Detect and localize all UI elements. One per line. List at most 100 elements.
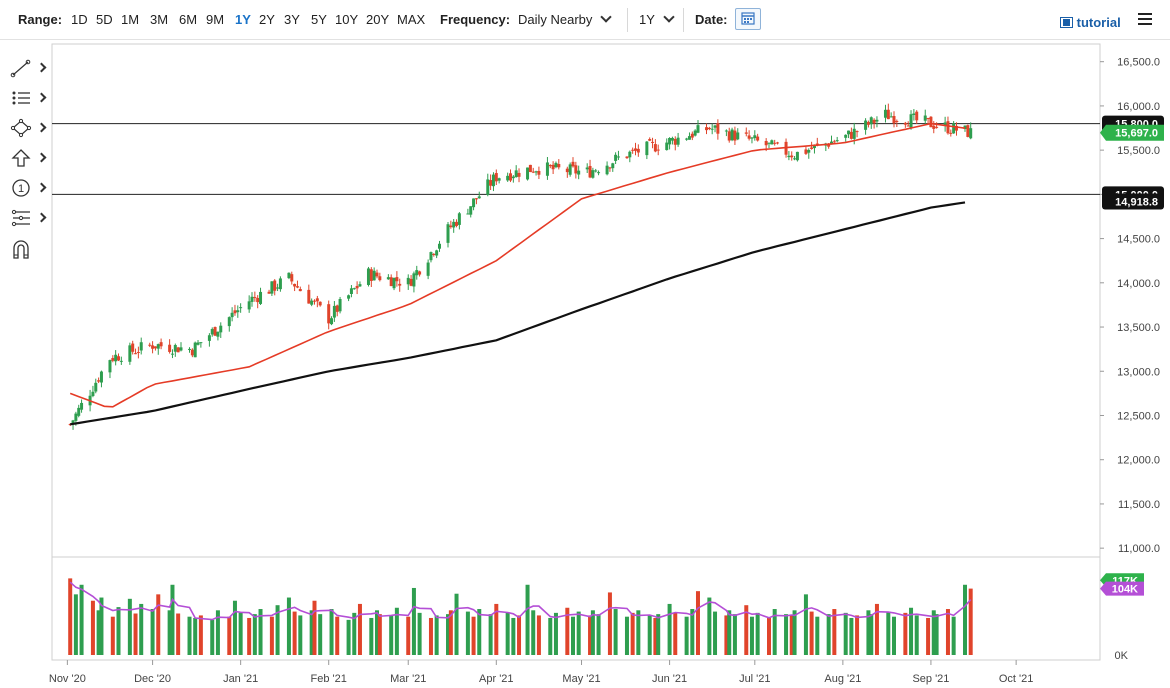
candle-body: [724, 130, 728, 132]
price-tick-label: 13,000.0: [1117, 366, 1160, 378]
period-dropdown[interactable]: 1Y: [639, 11, 675, 28]
volume-bar: [505, 612, 510, 655]
volume-bar: [909, 607, 914, 655]
candle-body: [929, 116, 933, 128]
arrow-tool[interactable]: [8, 146, 48, 170]
volume-bar: [275, 605, 280, 655]
range-button-10y[interactable]: 10Y: [335, 12, 359, 27]
candle-body: [736, 132, 740, 140]
candle-body: [710, 128, 714, 130]
price-tick-label: 16,000.0: [1117, 101, 1160, 113]
candle-body: [514, 170, 518, 178]
candle-body: [628, 151, 632, 158]
candle-body: [764, 140, 768, 146]
candle-body: [290, 274, 294, 282]
candle-body: [330, 318, 334, 325]
volume-top-badge: [1100, 573, 1144, 588]
candle-body: [810, 147, 814, 149]
volume-bar: [695, 591, 700, 655]
candle-body: [665, 142, 669, 151]
volume-bar: [784, 614, 789, 655]
range-button-5d[interactable]: 5D: [96, 12, 113, 27]
volume-bar: [116, 607, 121, 655]
candle-body: [753, 135, 757, 139]
x-tick-label: Sep '21: [912, 673, 949, 685]
candle-body: [537, 170, 541, 175]
candle-body: [687, 136, 691, 140]
annotation-tool[interactable]: 1: [8, 176, 48, 200]
range-button-max[interactable]: MAX: [397, 12, 426, 27]
candle-body: [653, 144, 657, 152]
candle-body: [219, 325, 223, 333]
candle-body: [99, 371, 103, 383]
candle-body: [943, 122, 947, 126]
volume-bar: [167, 610, 172, 655]
candle-body: [392, 277, 396, 289]
candle-body: [486, 179, 490, 195]
candle-body: [366, 268, 370, 285]
range-button-20y[interactable]: 20Y: [366, 12, 390, 27]
ma200-badge: [1102, 193, 1164, 210]
volume-bar: [590, 610, 595, 655]
fib-tool[interactable]: [8, 206, 48, 230]
candle-body: [673, 138, 677, 145]
frequency-dropdown[interactable]: Daily Nearby: [518, 11, 613, 28]
date-picker-button[interactable]: [735, 8, 761, 30]
calendar-icon: [741, 12, 755, 25]
volume-bar: [210, 619, 215, 655]
range-button-1y[interactable]: 1Y: [235, 12, 251, 27]
candle-body: [605, 165, 609, 175]
candle-body: [849, 131, 853, 139]
candle-body: [614, 154, 618, 161]
candle-body: [875, 119, 879, 122]
shape-tool[interactable]: [8, 116, 48, 140]
range-button-6m[interactable]: 6M: [179, 12, 198, 27]
volume-bar: [576, 611, 581, 655]
volume-bar: [357, 603, 362, 655]
volume-bar: [607, 592, 612, 655]
candle-body: [506, 175, 510, 181]
list-tool[interactable]: [8, 86, 48, 110]
volume-bar: [477, 609, 482, 655]
x-tick-label: Aug '21: [824, 673, 861, 685]
candle-body: [756, 136, 760, 141]
candle-body: [389, 277, 393, 287]
volume-bar: [150, 609, 155, 655]
candle-body: [307, 289, 311, 304]
volume-bar: [411, 587, 416, 655]
volume-bar: [891, 616, 896, 655]
candle-body: [91, 391, 95, 397]
price-tick-label: 14,500.0: [1117, 234, 1160, 246]
range-button-5y[interactable]: 5Y: [311, 12, 327, 27]
range-button-2y[interactable]: 2Y: [259, 12, 275, 27]
volume-bar: [269, 616, 274, 655]
volume-bar: [613, 609, 618, 655]
range-button-3m[interactable]: 3M: [150, 12, 169, 27]
tutorial-link[interactable]: tutorial: [1060, 15, 1121, 30]
candle-body: [97, 380, 101, 382]
candle-body: [267, 291, 271, 294]
line-tool[interactable]: [8, 56, 48, 80]
range-button-3y[interactable]: 3Y: [284, 12, 300, 27]
volume-bar: [869, 614, 874, 655]
candle-body: [74, 413, 78, 421]
range-button-9m[interactable]: 9M: [206, 12, 225, 27]
volume-bar: [369, 617, 374, 655]
candle-body: [892, 116, 896, 124]
candle-body: [963, 125, 967, 130]
magnet-tool[interactable]: [8, 236, 48, 260]
annotation-number: 1: [18, 183, 24, 195]
volume-bar: [789, 615, 794, 655]
range-button-1m[interactable]: 1M: [121, 12, 140, 27]
hamburger-menu-icon[interactable]: [1138, 13, 1152, 25]
volume-bar: [656, 614, 661, 655]
candle-body: [952, 123, 956, 134]
candle-body: [134, 353, 138, 355]
candle-body: [528, 164, 532, 172]
candle-body: [318, 301, 322, 306]
volume-bar: [133, 613, 138, 655]
volume-bar: [732, 614, 737, 655]
chevron-right-icon: [36, 212, 47, 223]
range-button-1d[interactable]: 1D: [71, 12, 88, 27]
